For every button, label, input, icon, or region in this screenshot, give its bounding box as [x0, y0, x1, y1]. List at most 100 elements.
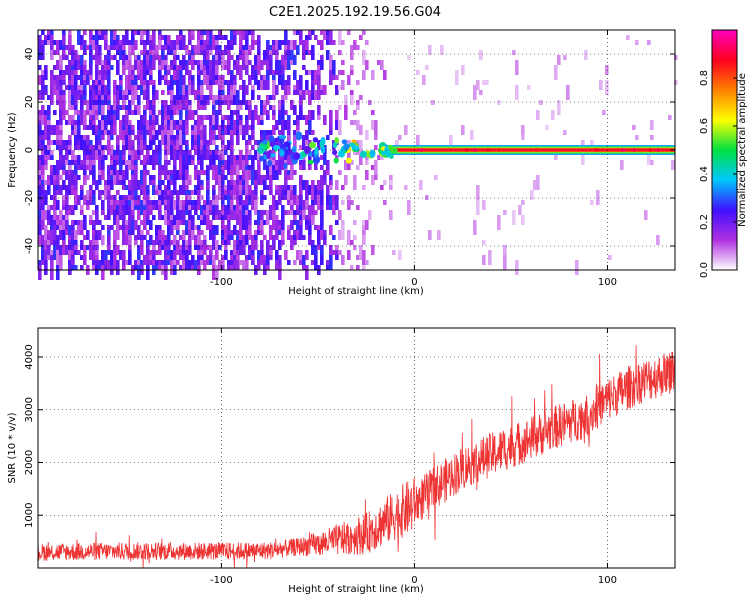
heatmap-cell — [113, 55, 117, 60]
heatmap-cell — [89, 200, 93, 205]
heatmap-cell — [143, 45, 147, 55]
heatmap-cell — [332, 250, 336, 255]
heatmap-cell — [128, 235, 132, 240]
heatmap-cell — [92, 170, 96, 185]
heatmap-cell — [182, 85, 186, 100]
heatmap-cell — [284, 190, 288, 195]
heatmap-cell — [365, 220, 369, 230]
heatmap-cell — [167, 125, 171, 130]
heatmap-cell — [137, 145, 141, 150]
heatmap-cell — [248, 200, 252, 205]
heatmap-cell — [302, 115, 306, 120]
heatmap-cell — [173, 200, 177, 210]
heatmap-cell — [194, 235, 198, 240]
heatmap-cell — [518, 205, 522, 215]
x-tick-label: 0 — [411, 575, 417, 586]
heatmap-cell — [56, 140, 60, 145]
heatmap-cell — [566, 95, 570, 100]
heatmap-cell — [116, 135, 120, 150]
heatmap-cell — [119, 250, 123, 260]
heatmap-cell — [170, 190, 174, 200]
heatmap-cell — [107, 80, 111, 85]
heatmap-cell — [473, 220, 477, 235]
heatmap-cell — [158, 70, 162, 85]
signal-blob — [262, 139, 268, 146]
heatmap-cell — [179, 185, 183, 190]
heatmap-cell — [203, 145, 207, 150]
heatmap-cell — [194, 120, 198, 125]
heatmap-cell — [281, 220, 285, 230]
heatmap-cell — [149, 130, 153, 135]
heatmap-cell — [209, 60, 213, 70]
heatmap-cell — [371, 70, 375, 80]
heatmap-cell — [179, 105, 183, 110]
heatmap-cell — [152, 135, 156, 140]
heatmap-cell — [230, 265, 234, 270]
heatmap-cell — [188, 55, 192, 60]
heatmap-cell — [347, 75, 351, 85]
heatmap-cell — [248, 255, 252, 260]
heatmap-cell — [53, 220, 57, 225]
heatmap-cell — [287, 55, 291, 70]
heatmap-cell — [224, 250, 228, 260]
signal-blob — [333, 157, 339, 164]
heatmap-cell — [116, 170, 120, 180]
heatmap-cell — [317, 230, 321, 245]
heatmap-cell — [326, 260, 330, 265]
heatmap-cell — [116, 145, 120, 150]
heatmap-cell — [476, 200, 480, 215]
heatmap-cell — [257, 210, 261, 220]
heatmap-cell — [347, 250, 351, 260]
heatmap-cell — [209, 30, 213, 35]
heatmap-cell — [320, 40, 324, 50]
heatmap-cell — [263, 80, 267, 90]
heatmap-cell — [335, 155, 339, 160]
heatmap-cell — [266, 175, 270, 180]
heatmap-cell — [158, 40, 162, 50]
heatmap-cell — [239, 40, 243, 50]
heatmap-cell — [350, 160, 354, 165]
heatmap-cell — [119, 160, 123, 170]
heatmap-cell — [77, 75, 81, 80]
heatmap-cell — [176, 85, 180, 100]
heatmap-cell — [50, 140, 54, 145]
heatmap-cell — [41, 180, 45, 185]
heatmap-cell — [170, 135, 174, 140]
heatmap-cell — [176, 245, 180, 255]
heatmap-cell — [251, 110, 255, 125]
heatmap-cell — [374, 175, 378, 180]
heatmap-cell — [38, 125, 42, 130]
heatmap-cell — [56, 90, 60, 105]
heatmap-cell — [92, 195, 96, 205]
heatmap-cell — [164, 115, 168, 120]
heatmap-cell — [143, 165, 147, 170]
heatmap-cell — [164, 235, 168, 240]
heatmap-cell — [137, 195, 141, 200]
heatmap-cell — [224, 115, 228, 120]
signal-peak — [485, 148, 492, 152]
heatmap-cell — [62, 100, 66, 115]
heatmap-cell — [278, 75, 282, 85]
heatmap-cell — [77, 65, 81, 70]
heatmap-cell — [140, 135, 144, 140]
heatmap-cell — [326, 185, 330, 195]
colorbar-label: Normalized spectral amplitude — [737, 73, 748, 227]
heatmap-cell — [407, 200, 411, 215]
heatmap-cell — [281, 75, 285, 85]
heatmap-cell — [56, 265, 60, 280]
heatmap-cell — [116, 115, 120, 120]
heatmap-cell — [281, 55, 285, 65]
heatmap-cell — [194, 260, 198, 270]
heatmap-cell — [323, 145, 327, 160]
heatmap-cell — [101, 30, 105, 40]
heatmap-cell — [206, 205, 210, 210]
heatmap-cell — [62, 140, 66, 150]
heatmap-cell — [191, 85, 195, 95]
heatmap-cell — [335, 255, 339, 260]
heatmap-cell — [62, 230, 66, 235]
heatmap-cell — [428, 230, 432, 240]
heatmap-cell — [266, 135, 270, 140]
heatmap-cell — [209, 115, 213, 125]
heatmap-cell — [182, 35, 186, 50]
heatmap-cell — [302, 255, 306, 270]
